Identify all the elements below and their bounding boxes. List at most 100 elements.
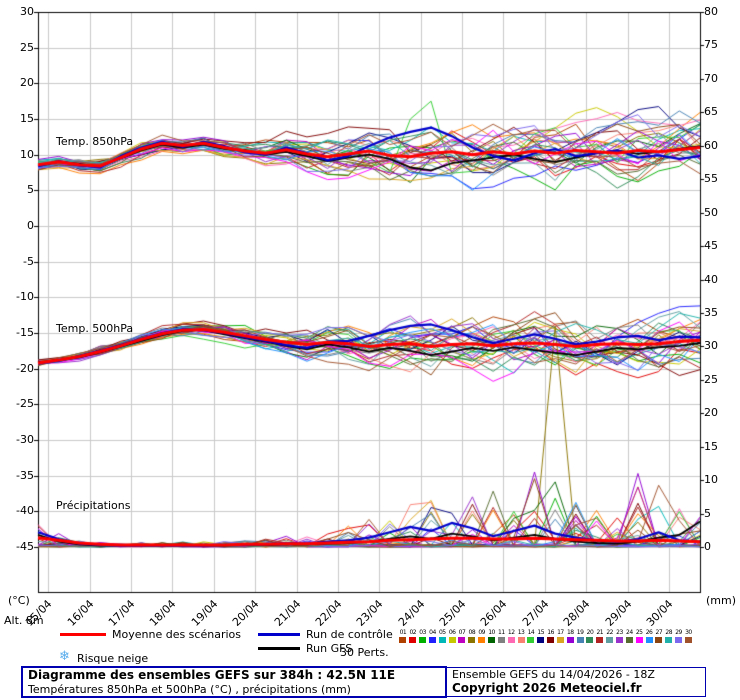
pert-legend-item: 27 — [654, 629, 664, 643]
pert-number: 22 — [606, 629, 613, 636]
pert-legend-item: 06 — [447, 629, 457, 643]
pert-color-swatch — [615, 637, 623, 643]
left-axis-unit: (°C) — [8, 594, 30, 607]
pert-legend-item: 21 — [595, 629, 605, 643]
y-axis-tick-left: -45 — [16, 540, 34, 553]
pert-legend-item: 25 — [634, 629, 644, 643]
pert-legend-item: 07 — [457, 629, 467, 643]
legend-control-label: Run de contrôle — [306, 628, 393, 641]
pert-number: 12 — [507, 629, 515, 636]
y-axis-tick-left: -15 — [16, 326, 34, 339]
pert-color-swatch — [409, 637, 417, 643]
y-axis-tick-right: 60 — [704, 138, 718, 152]
pert-color-swatch — [625, 637, 633, 643]
pert-color-swatch — [665, 637, 673, 643]
pert-number: 27 — [655, 629, 663, 636]
pert-number: 11 — [498, 629, 505, 636]
pert-legend-item: 12 — [506, 629, 516, 643]
pert-number: 30 — [685, 629, 692, 636]
pert-number: 10 — [488, 629, 495, 636]
y-axis-tick-right: 55 — [704, 172, 718, 186]
pert-number: 20 — [586, 629, 594, 636]
pert-color-swatch — [655, 637, 663, 643]
pert-legend-item: 24 — [624, 629, 634, 643]
y-axis-tick-left: 0 — [27, 219, 34, 232]
pert-number: 05 — [438, 629, 446, 636]
y-axis-tick-right: 70 — [704, 71, 718, 85]
y-axis-tick-right: 50 — [704, 205, 718, 219]
pert-legend-item: 28 — [664, 629, 674, 643]
pert-legend-item: 04 — [428, 629, 438, 643]
pert-number: 28 — [665, 629, 673, 636]
pert-color-swatch — [399, 637, 407, 643]
y-axis-tick-right: 35 — [704, 305, 718, 319]
y-axis-tick-left: 20 — [20, 76, 34, 90]
footer-run-box: Ensemble GEFS du 14/04/2026 - 18Z Copyri… — [446, 667, 706, 697]
pert-number: 09 — [478, 629, 485, 636]
pert-color-swatch — [458, 637, 466, 643]
pert-number: 07 — [458, 629, 466, 636]
pert-color-swatch — [537, 637, 545, 643]
legend-perts-label: 30 Perts. — [340, 646, 389, 659]
pert-legend-item: 11 — [496, 629, 506, 643]
pert-legend-item: 03 — [418, 629, 428, 643]
pert-color-swatch — [419, 637, 427, 643]
pert-number: 08 — [468, 629, 476, 636]
legend-mean-label: Moyenne des scénarios — [112, 628, 241, 641]
pert-color-swatch — [507, 637, 515, 643]
y-axis-tick-left: 10 — [20, 147, 34, 161]
pert-legend-item: 09 — [477, 629, 487, 643]
pert-legend-item: 29 — [674, 629, 684, 643]
gfs-line-sample — [258, 647, 300, 650]
pert-legend-item: 19 — [575, 629, 585, 643]
pert-legend-item: 05 — [437, 629, 447, 643]
pert-legend-item: 17 — [556, 629, 566, 643]
pert-legend-item: 23 — [615, 629, 625, 643]
pert-color-swatch — [586, 637, 594, 643]
pert-legend-item: 13 — [516, 629, 526, 643]
pert-color-swatch — [517, 637, 525, 643]
pert-color-swatch — [497, 637, 505, 643]
pert-color-swatch — [448, 637, 456, 643]
pert-color-swatch — [468, 637, 476, 643]
pert-number: 18 — [566, 629, 574, 636]
y-axis-tick-left: 25 — [20, 40, 34, 54]
pert-number: 06 — [448, 629, 456, 636]
pert-color-swatch — [596, 637, 604, 643]
pert-color-swatch — [556, 637, 564, 643]
pert-color-swatch — [684, 637, 692, 643]
footer-info-box: Diagramme des ensembles GEFS sur 384h : … — [21, 666, 447, 698]
run-info: Ensemble GEFS du 14/04/2026 - 18Z — [452, 668, 655, 681]
pert-number: 15 — [537, 629, 545, 636]
pert-color-swatch — [547, 637, 555, 643]
pert-legend-item: 01 — [398, 629, 408, 643]
pert-number: 21 — [596, 629, 604, 636]
y-axis-tick-right: 45 — [704, 239, 718, 253]
y-axis-tick-right: 20 — [704, 406, 718, 420]
pert-number: 01 — [399, 629, 407, 636]
pert-legend-item: 18 — [565, 629, 575, 643]
pert-color-swatch — [438, 637, 446, 643]
pert-color-swatch — [675, 637, 683, 643]
pert-legend-item: 02 — [408, 629, 418, 643]
y-axis-tick-left: -20 — [16, 361, 34, 375]
legend-snow-label: Risque neige — [77, 652, 149, 665]
pert-color-swatch — [635, 637, 643, 643]
pert-number: 04 — [429, 629, 436, 636]
copyright: Copyright 2026 Meteociel.fr — [452, 681, 642, 695]
y-axis-tick-right: 80 — [704, 5, 718, 18]
control-line-sample — [258, 633, 300, 636]
pert-number: 29 — [675, 629, 682, 636]
label-temp-850: Temp. 850hPa — [56, 135, 134, 148]
y-axis-tick-right: 5 — [704, 506, 711, 520]
right-axis-unit: (mm) — [706, 594, 737, 607]
pert-number: 17 — [557, 629, 564, 636]
y-axis-tick-right: 25 — [704, 372, 718, 386]
y-axis-tick-left: 15 — [20, 112, 34, 125]
pert-color-swatch — [428, 637, 436, 643]
y-axis-tick-left: -40 — [16, 504, 34, 518]
y-axis-tick-right: 30 — [704, 339, 718, 353]
pert-color-swatch — [576, 637, 584, 643]
y-axis-tick-left: -35 — [16, 468, 34, 482]
